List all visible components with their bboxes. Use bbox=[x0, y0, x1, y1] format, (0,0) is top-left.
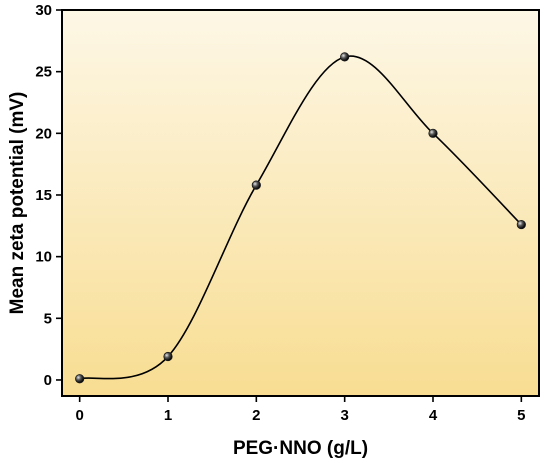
x-tick-label-3: 3 bbox=[340, 407, 348, 424]
y-tick-label-25: 25 bbox=[35, 64, 52, 81]
data-point-4 bbox=[428, 128, 438, 138]
y-tick-label-10: 10 bbox=[35, 249, 52, 266]
x-tick-label-2: 2 bbox=[252, 407, 260, 424]
y-tick-label-0: 0 bbox=[44, 372, 52, 389]
y-tick-label-30: 30 bbox=[35, 2, 52, 19]
y-tick-label-20: 20 bbox=[35, 125, 52, 142]
y-axis-tick-labels: 0 5 10 15 20 25 30 bbox=[35, 2, 52, 389]
x-axis-tick-labels: 0 1 2 3 4 5 bbox=[75, 407, 525, 424]
y-tick-label-15: 15 bbox=[35, 187, 52, 204]
y-tick-label-5: 5 bbox=[44, 310, 52, 327]
x-tick-label-5: 5 bbox=[517, 407, 525, 424]
x-tick-label-4: 4 bbox=[429, 407, 438, 424]
x-tick-label-0: 0 bbox=[75, 407, 83, 424]
data-points bbox=[75, 52, 526, 384]
x-tick-label-1: 1 bbox=[164, 407, 172, 424]
y-axis-title: Mean zeta potential (mV) bbox=[7, 92, 28, 315]
x-axis-title: PEG·NNO (g/L) bbox=[233, 438, 368, 459]
data-point-0 bbox=[75, 374, 85, 384]
plot-area-background bbox=[62, 10, 539, 396]
data-point-3 bbox=[340, 52, 350, 62]
data-point-5 bbox=[516, 219, 526, 230]
data-point-1 bbox=[163, 351, 173, 362]
data-point-2 bbox=[251, 180, 261, 190]
plot-frame bbox=[61, 9, 540, 397]
